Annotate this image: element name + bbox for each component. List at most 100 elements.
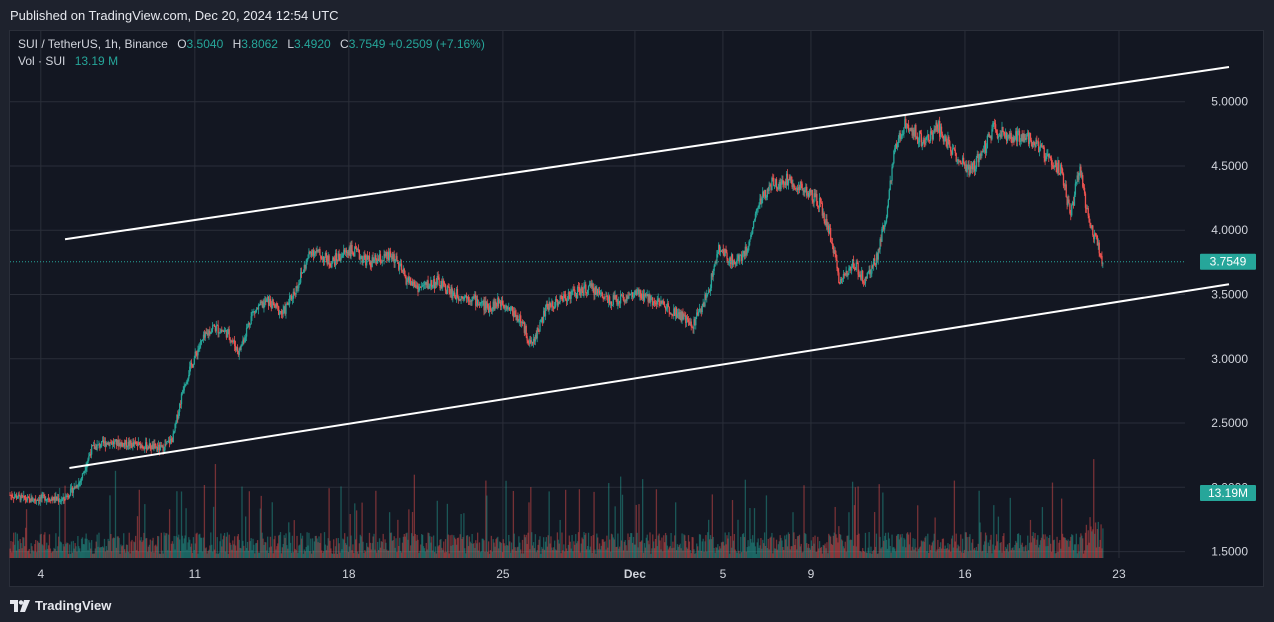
volume-bar: [820, 546, 823, 558]
candle-body: [210, 332, 212, 335]
volume-bar: [692, 537, 694, 558]
candle-body: [489, 305, 492, 311]
volume-bar: [659, 540, 661, 558]
candle-body: [645, 295, 647, 297]
candle-body: [611, 304, 614, 306]
volume-bar: [36, 540, 39, 558]
candle-body: [283, 306, 285, 309]
candle-body: [628, 294, 630, 299]
candle-body: [333, 257, 335, 260]
candle-body: [91, 445, 94, 447]
volume-bar: [92, 553, 95, 558]
candle-body: [498, 301, 501, 304]
candle-body: [575, 293, 577, 296]
volume-bar: [867, 547, 869, 558]
volume-bar: [585, 533, 587, 558]
volume-bar: [1092, 529, 1094, 558]
candle-body: [53, 496, 55, 501]
candle-body: [123, 442, 125, 447]
volume-bar: [259, 508, 261, 558]
candle-body: [622, 294, 625, 301]
volume-bar: [278, 534, 281, 558]
candle-body: [885, 217, 888, 223]
volume-bar: [239, 547, 241, 558]
candle-body: [683, 315, 685, 320]
candle-body: [980, 153, 982, 156]
candle-body: [106, 443, 108, 445]
volume-bar: [30, 543, 32, 558]
volume-bar: [333, 553, 336, 558]
volume-bar: [1098, 546, 1100, 558]
candle-body: [572, 289, 574, 291]
candle-body: [1011, 141, 1013, 143]
volume-bar: [562, 550, 564, 558]
candle-body: [816, 193, 818, 206]
volume-bar: [755, 553, 757, 558]
candle-body: [157, 444, 160, 450]
candle-body: [168, 440, 171, 444]
chart-area[interactable]: [9, 30, 1264, 587]
candle-body: [372, 257, 374, 262]
candle-body: [1009, 132, 1011, 139]
candle-body: [37, 499, 40, 501]
volume-bar: [476, 543, 478, 558]
volume-bar: [28, 548, 30, 558]
volume-bar: [240, 548, 242, 558]
volume-bar: [405, 533, 407, 558]
candle-body: [205, 332, 207, 334]
volume-bar: [825, 548, 827, 558]
volume-bar: [876, 553, 879, 558]
volume-bar: [601, 539, 603, 558]
candle-body: [77, 486, 79, 488]
candle-body: [509, 309, 512, 311]
candle-body: [389, 251, 392, 258]
volume-bar: [82, 544, 85, 558]
volume-bar: [888, 538, 890, 558]
candle-body: [608, 296, 610, 303]
candle-body: [360, 256, 362, 259]
candle-body: [1015, 131, 1017, 137]
volume-bar: [258, 552, 261, 558]
volume-bar: [348, 546, 350, 558]
volume-bar: [1038, 544, 1041, 558]
candle-body: [174, 424, 176, 432]
candle-body: [349, 247, 351, 257]
volume-bar: [157, 536, 160, 558]
candle-body: [80, 478, 83, 481]
volume-bar: [350, 535, 352, 558]
tradingview-brand[interactable]: TradingView: [10, 598, 111, 613]
volume-bar: [900, 537, 902, 558]
volume-bar: [648, 544, 650, 558]
candle-body: [676, 313, 679, 318]
candle-body: [964, 164, 967, 166]
volume-bar: [224, 551, 227, 558]
candle-body: [921, 142, 923, 146]
volume-bar: [255, 543, 257, 558]
volume-bar: [636, 532, 638, 558]
volume-bar: [400, 552, 403, 558]
candle-body: [136, 443, 139, 446]
volume-bar: [722, 541, 724, 558]
candle-body: [267, 296, 270, 306]
volume-bar: [921, 541, 923, 558]
volume-bar: [839, 534, 841, 558]
candle-body: [238, 348, 240, 355]
volume-bar: [676, 544, 679, 558]
candle-body: [498, 297, 500, 304]
volume-bar: [483, 540, 485, 558]
candle-body: [370, 265, 372, 268]
volume-bar: [860, 551, 862, 558]
candle-body: [31, 497, 33, 502]
volume-bar: [934, 517, 936, 558]
volume-bar: [688, 541, 691, 558]
volume-bar: [397, 519, 399, 558]
candle-body: [97, 444, 99, 446]
volume-bar: [381, 541, 383, 558]
volume-bar: [452, 545, 454, 558]
volume-bar: [807, 543, 810, 558]
candle-body: [147, 447, 150, 449]
candle-body: [226, 329, 228, 338]
volume-bar: [902, 546, 904, 558]
candle-body: [104, 441, 107, 447]
